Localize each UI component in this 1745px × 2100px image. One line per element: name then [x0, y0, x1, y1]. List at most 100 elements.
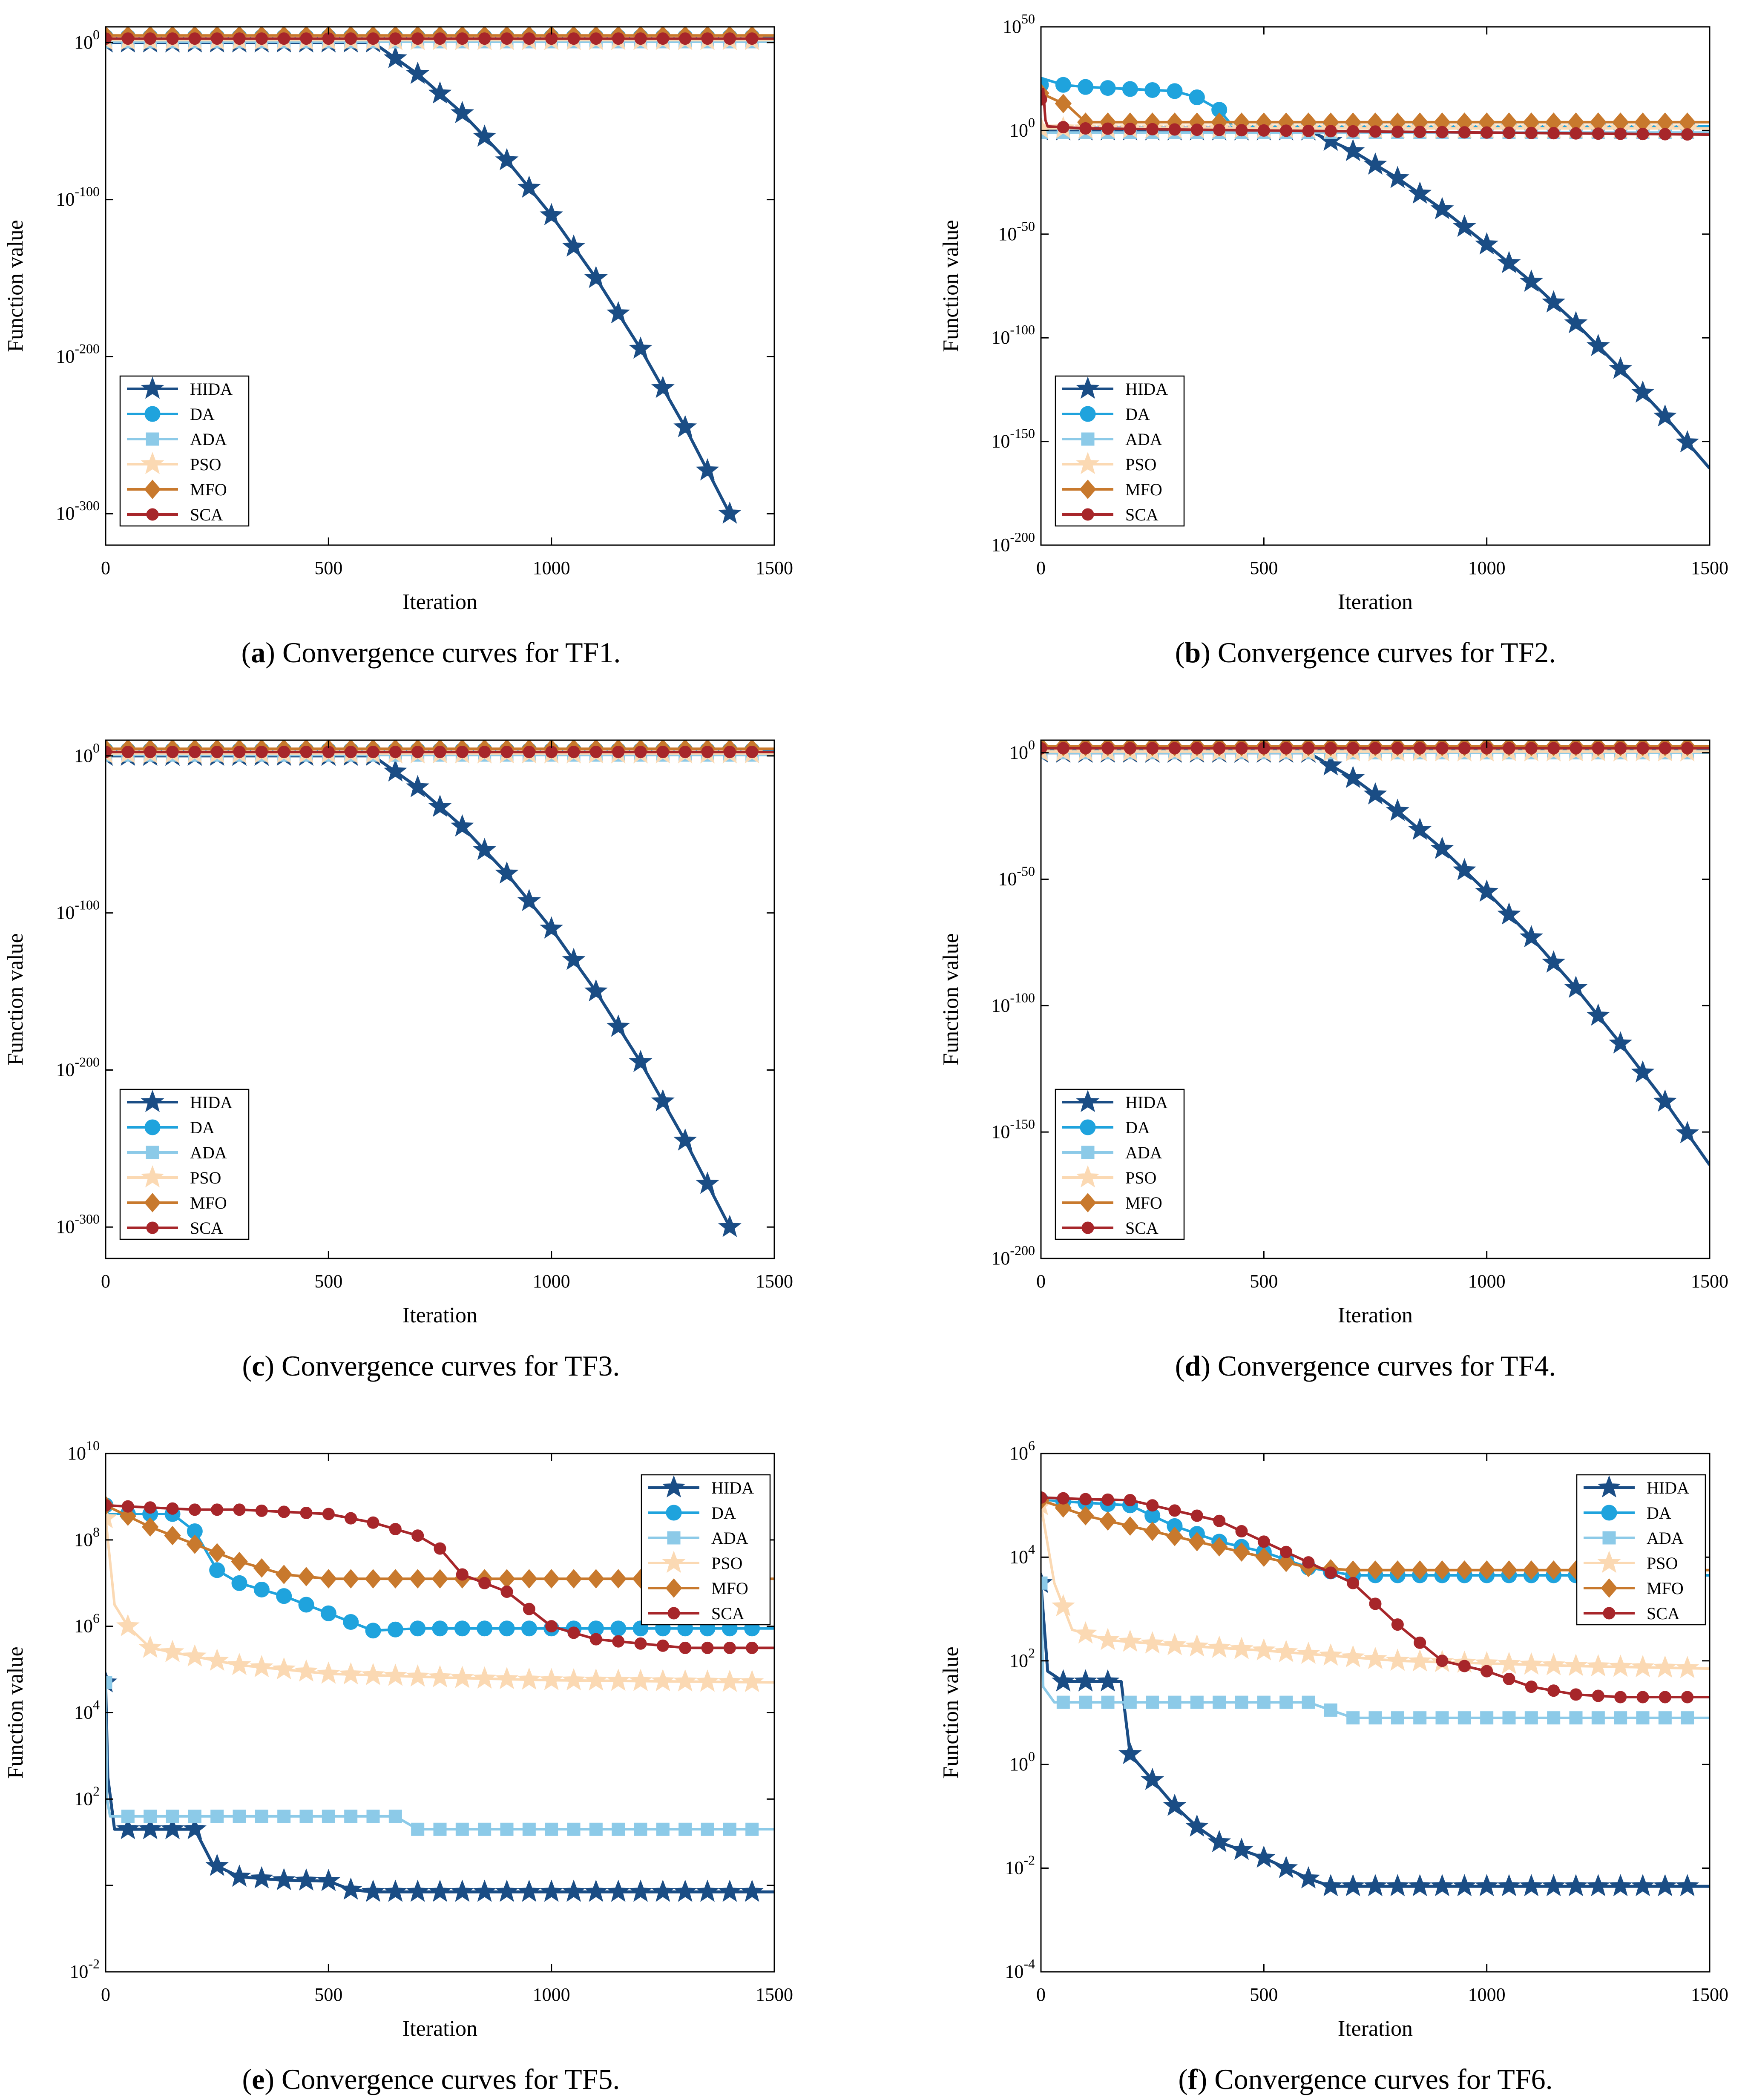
sca-marker — [1503, 742, 1515, 755]
sca-marker — [1592, 742, 1604, 755]
y-axis-label: Function value — [939, 220, 963, 352]
legend-label: HIDA — [1647, 1478, 1689, 1497]
hida-marker — [1363, 152, 1387, 175]
sca-marker — [1235, 124, 1248, 137]
sca-marker — [656, 1639, 669, 1652]
legend-label: PSO — [1647, 1554, 1678, 1573]
hida-marker — [696, 1879, 719, 1902]
sca-marker — [211, 1503, 224, 1516]
hida-marker — [428, 81, 452, 104]
hida-marker — [450, 101, 474, 124]
da-marker — [410, 1620, 426, 1637]
y-tick-base: 10 — [1005, 1858, 1023, 1879]
sca-marker — [1213, 124, 1226, 136]
pso-marker — [718, 1669, 742, 1692]
pso-marker — [1631, 1655, 1655, 1678]
mfo-marker — [587, 1569, 604, 1589]
mfo-marker — [1121, 1516, 1138, 1536]
pso-marker — [1163, 1633, 1187, 1655]
sca-marker — [1570, 1688, 1582, 1701]
hida-marker — [161, 1817, 184, 1839]
caption-paren-close: ) — [264, 2063, 274, 2095]
y-tick-label: 104 — [74, 1697, 100, 1723]
sca-marker — [1369, 1597, 1382, 1610]
mfo-marker — [1501, 1560, 1518, 1580]
sca-marker — [389, 1523, 402, 1535]
caption-paren-close: ) — [1201, 1350, 1210, 1382]
pso-marker — [1386, 1648, 1409, 1671]
y-tick-exponent: 6 — [1028, 1438, 1035, 1453]
x-tick-label: 0 — [1036, 557, 1046, 578]
ada-marker — [433, 1822, 447, 1836]
da-marker — [1189, 89, 1205, 106]
plot-area-c — [106, 740, 774, 1237]
mfo-marker — [1523, 1560, 1540, 1580]
ada-marker — [1368, 1711, 1382, 1725]
ada-marker — [1041, 1576, 1048, 1590]
legend-label: HIDA — [190, 1093, 233, 1112]
hida-marker — [316, 1869, 340, 1891]
sca-marker — [746, 32, 759, 45]
mfo-marker — [498, 1569, 515, 1589]
sca-marker — [1369, 742, 1382, 755]
sca-marker — [1547, 742, 1560, 755]
sca-marker — [166, 746, 179, 758]
pso-marker — [1564, 1654, 1588, 1676]
caption-text: Convergence curves for TF4. — [1210, 1350, 1556, 1382]
mfo-marker — [231, 1551, 248, 1571]
hida-marker — [1653, 1089, 1677, 1112]
sca-marker — [188, 1503, 201, 1516]
y-tick-base: 10 — [991, 1248, 1010, 1269]
mfo-marker — [1079, 1193, 1096, 1212]
caption-paren-close: ) — [264, 1350, 274, 1382]
caption-letter: c — [252, 1350, 264, 1382]
sca-marker — [1391, 1618, 1404, 1631]
axes-frame-f — [1040, 1453, 1711, 1973]
hida-marker — [673, 415, 697, 437]
hida-marker — [1319, 753, 1343, 776]
y-tick-base: 10 — [1003, 16, 1021, 37]
hida-marker — [1319, 1874, 1343, 1896]
sca-marker — [589, 746, 602, 758]
hida-marker — [1653, 404, 1677, 427]
hida-marker — [1497, 1874, 1521, 1896]
pso-marker — [1096, 1628, 1120, 1650]
legend-label: PSO — [1125, 1168, 1156, 1187]
sca-marker — [144, 1501, 157, 1514]
hida-marker — [383, 46, 407, 69]
caption-letter: a — [251, 636, 265, 669]
hida-marker — [662, 1475, 686, 1498]
sca-marker — [1458, 126, 1471, 139]
hida-marker — [673, 1879, 697, 1902]
sca-marker — [233, 746, 246, 758]
mfo-marker — [253, 1558, 270, 1578]
sca-marker — [188, 746, 201, 758]
y-tick-exponent: 4 — [1028, 1541, 1035, 1557]
y-tick-exponent: 2 — [1028, 1645, 1035, 1660]
sca-marker — [723, 32, 736, 45]
y-tick-base: 10 — [56, 902, 75, 923]
ada-marker — [146, 432, 159, 446]
ada-marker — [1101, 1695, 1115, 1709]
sca-marker — [255, 1504, 268, 1517]
sca-marker — [300, 746, 313, 758]
sca-marker — [1079, 742, 1092, 755]
da-marker — [521, 1620, 537, 1637]
sca-marker — [1347, 742, 1360, 755]
y-tick-base: 10 — [998, 224, 1017, 244]
hida-marker — [116, 1817, 140, 1839]
pso-marker — [161, 1640, 184, 1662]
da-marker — [1601, 1505, 1617, 1521]
sca-marker — [634, 32, 647, 45]
legend-label: DA — [1125, 1118, 1150, 1137]
hida-marker — [718, 1215, 742, 1237]
sca-marker — [1369, 125, 1382, 138]
mfo-marker — [186, 1534, 203, 1554]
hida-marker — [584, 1879, 608, 1902]
mfo-marker — [144, 480, 161, 499]
sca-marker — [1436, 1655, 1449, 1667]
hida-marker — [383, 1879, 407, 1902]
sca-marker — [1659, 1691, 1671, 1704]
mfo-marker — [387, 1569, 404, 1589]
x-axis-label: Iteration — [402, 1303, 477, 1327]
